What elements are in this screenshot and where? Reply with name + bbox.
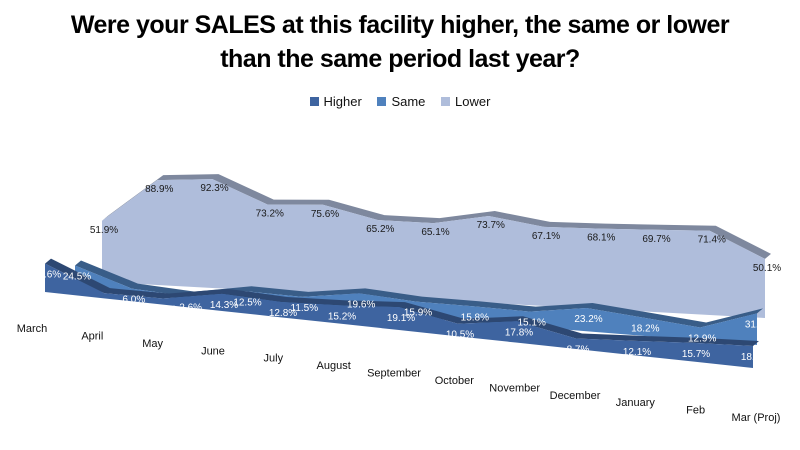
- data-label-same-9: 23.2%: [574, 314, 602, 325]
- series-ribbons: [44, 174, 771, 368]
- data-label-higher-4: 12.8%: [269, 308, 297, 319]
- series-higher-ribbon-top: [45, 258, 759, 347]
- series-higher-area: [45, 263, 753, 368]
- data-label-lower-3: 73.2%: [256, 209, 284, 220]
- legend: Higher Same Lower: [0, 94, 800, 109]
- series-lower-area: [102, 179, 765, 318]
- data-label-higher-12: 18.3%: [741, 352, 769, 363]
- category-label-3: June: [201, 345, 225, 357]
- category-label-2: May: [142, 338, 163, 350]
- category-label-8: November: [489, 382, 540, 394]
- data-labels: 51.9% 88.9% 92.3% 73.2% 75.6% 65.2% 65.1% 73.7%…: [33, 183, 781, 363]
- data-label-lower-9: 68.1%: [587, 233, 615, 244]
- data-label-lower-10: 69.7%: [642, 234, 670, 245]
- data-label-same-5: 19.6%: [347, 299, 375, 310]
- data-label-same-2: 2.6%: [179, 303, 202, 314]
- data-label-same-11: 12.9%: [688, 334, 716, 345]
- data-label-higher-11: 15.7%: [682, 349, 710, 360]
- data-label-lower-6: 65.1%: [421, 227, 449, 238]
- data-label-same-7: 15.8%: [461, 312, 489, 323]
- data-label-same-12: 31.6%: [745, 319, 773, 330]
- data-label-higher-3: 14.3%: [210, 300, 238, 311]
- chart-title: Were your SALES at this facility higher,…: [0, 8, 800, 76]
- chart-title-line-2: than the same period last year?: [220, 45, 580, 73]
- category-label-7: October: [435, 375, 474, 387]
- legend-label-same: Same: [391, 94, 426, 109]
- data-label-lower-2: 92.3%: [200, 183, 228, 194]
- data-label-higher-7: 10.5%: [446, 330, 474, 341]
- data-label-lower-11: 71.4%: [698, 235, 726, 246]
- category-label-4: July: [264, 353, 284, 365]
- category-label-6: September: [367, 368, 421, 380]
- category-label-0: March: [17, 323, 48, 335]
- legend-item-same: Same: [377, 94, 425, 109]
- data-label-lower-1: 88.9%: [145, 184, 173, 195]
- series-lower: [101, 174, 771, 318]
- legend-swatch-higher: [309, 97, 319, 107]
- data-label-higher-0: 23.6%: [33, 270, 61, 281]
- category-label-12: Mar (Proj): [732, 412, 781, 424]
- chart-title-line-1: Were your SALES at this facility higher,…: [70, 11, 730, 39]
- data-label-same-4: 11.5%: [291, 303, 319, 314]
- data-label-same-10: 18.2%: [631, 324, 659, 335]
- data-label-higher-9: 8.7%: [567, 345, 590, 356]
- data-label-lower-12: 50.1%: [753, 263, 781, 274]
- data-label-lower-8: 67.1%: [532, 231, 560, 242]
- series-higher: [44, 258, 759, 368]
- data-label-same-3: 12.5%: [233, 297, 261, 308]
- data-label-higher-5: 15.2%: [328, 311, 356, 322]
- data-label-lower-0: 51.9%: [90, 225, 118, 236]
- category-label-10: January: [616, 397, 656, 409]
- data-label-higher-10: 12.1%: [623, 347, 651, 358]
- category-label-1: April: [81, 330, 103, 342]
- category-label-5: August: [317, 360, 351, 372]
- data-label-higher-8: 17.8%: [505, 327, 533, 338]
- data-label-lower-4: 75.6%: [311, 209, 339, 220]
- legend-swatch-same: [377, 97, 387, 107]
- data-label-lower-7: 73.7%: [477, 220, 505, 231]
- data-label-higher-1: 4.3%: [95, 299, 118, 310]
- legend-swatch-lower: [441, 97, 451, 107]
- category-label-9: December: [550, 390, 601, 402]
- legend-label-lower: Lower: [455, 94, 491, 109]
- data-label-same-6: 15.9%: [404, 308, 432, 319]
- legend-label-higher: Higher: [323, 94, 362, 109]
- category-label-11: Feb: [686, 405, 705, 417]
- data-label-lower-5: 65.2%: [366, 224, 394, 235]
- data-label-same-0: 24.5%: [63, 272, 91, 283]
- legend-item-higher: Higher: [309, 94, 362, 109]
- legend-item-lower: Lower: [441, 94, 490, 109]
- data-label-same-1: 6.0%: [122, 295, 145, 306]
- data-label-higher-6: 19.1%: [387, 313, 415, 324]
- data-label-same-8: 15.1%: [517, 318, 545, 329]
- data-label-higher-2: 5.1%: [154, 305, 177, 316]
- category-axis-labels: March April May June July August September Octo…: [17, 323, 781, 424]
